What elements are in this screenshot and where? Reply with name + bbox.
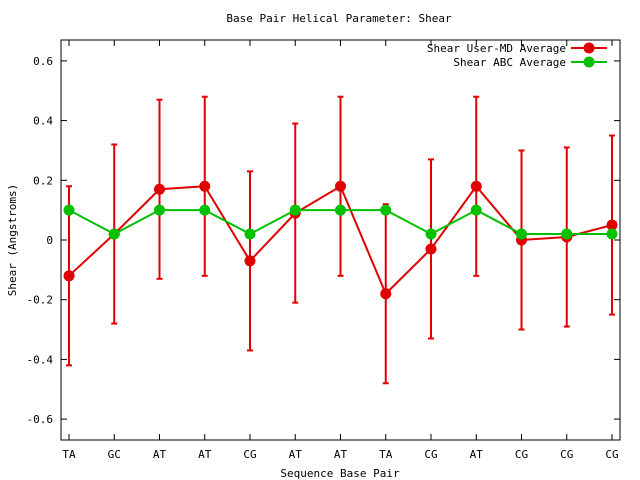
data-point — [380, 204, 392, 216]
data-point — [335, 204, 346, 216]
y-tick-label: 0.4 — [33, 115, 53, 128]
data-point — [244, 228, 256, 240]
x-tick-label: CG — [605, 448, 618, 461]
series-2 — [63, 204, 618, 240]
y-axis-label: Shear (Angstroms) — [6, 184, 19, 297]
data-point — [63, 204, 75, 216]
data-point — [199, 180, 211, 192]
y-axis-ticks: -0.6 -0.4 -0.2 0 0.2 0.4 0.6 — [27, 55, 620, 426]
data-point — [606, 219, 618, 231]
y-tick-label: 0.6 — [33, 55, 53, 68]
data-point — [289, 204, 301, 216]
x-tick-label: AT — [153, 448, 167, 461]
chart-title: Base Pair Helical Parameter: Shear — [226, 12, 452, 25]
data-point — [108, 228, 120, 240]
x-tick-label: TA — [62, 448, 76, 461]
legend-marker — [583, 42, 595, 54]
x-tick-label: CG — [515, 448, 528, 461]
x-tick-label: AT — [334, 448, 348, 461]
x-tick-label: GC — [108, 448, 121, 461]
legend-label: Shear User-MD Average — [427, 42, 566, 55]
data-point — [561, 228, 573, 240]
data-point — [470, 204, 482, 216]
data-point — [63, 270, 75, 282]
y-tick-label: 0 — [46, 234, 53, 247]
legend-label: Shear ABC Average — [453, 56, 566, 69]
data-point — [470, 180, 482, 192]
y-tick-label: 0.2 — [33, 174, 53, 187]
data-point — [425, 228, 437, 240]
y-tick-label: -0.2 — [27, 294, 54, 307]
data-point — [380, 288, 392, 300]
data-point — [199, 204, 211, 216]
x-tick-label: CG — [560, 448, 573, 461]
x-tick-label: AT — [198, 448, 212, 461]
x-tick-label: AT — [289, 448, 303, 461]
legend-marker — [583, 56, 595, 68]
series-layer — [63, 95, 618, 385]
data-point — [516, 228, 527, 240]
data-point — [244, 255, 256, 267]
data-point — [425, 243, 437, 255]
x-tick-label: CG — [424, 448, 437, 461]
x-axis-label: Sequence Base Pair — [280, 467, 400, 480]
y-tick-label: -0.6 — [27, 413, 54, 426]
x-tick-label: TA — [379, 448, 393, 461]
data-point — [335, 180, 346, 192]
data-point — [606, 228, 618, 240]
data-point — [154, 183, 165, 195]
x-axis-ticks: TA GC AT AT CG AT AT TA CG AT CG CG CG — [62, 40, 619, 461]
x-tick-label: AT — [470, 448, 484, 461]
series-1 — [63, 95, 618, 385]
x-tick-label: CG — [243, 448, 256, 461]
y-tick-label: -0.4 — [27, 353, 54, 366]
data-point — [154, 204, 165, 216]
